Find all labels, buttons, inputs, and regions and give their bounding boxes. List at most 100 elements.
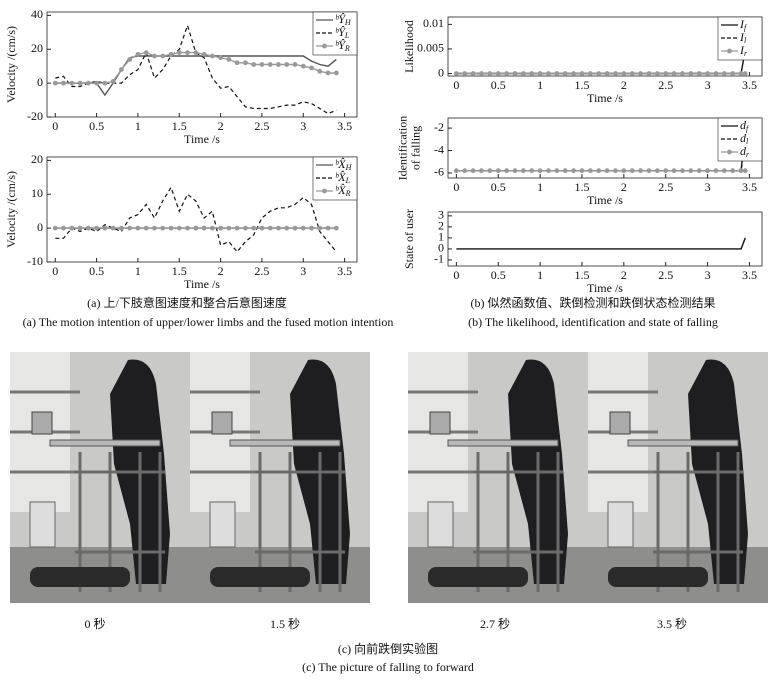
series-marker <box>234 60 240 66</box>
y-tick-label: -2 <box>434 120 444 134</box>
x-tick-label: 0.5 <box>491 268 506 282</box>
series-marker <box>267 62 273 67</box>
series-marker <box>61 225 66 231</box>
photo <box>188 350 372 605</box>
series-marker <box>160 225 166 231</box>
series-marker <box>176 225 182 231</box>
x-axis-label: Time /s <box>184 277 220 291</box>
series-marker <box>495 71 501 76</box>
caption: (a) The motion intention of upper/lower … <box>23 315 394 329</box>
series-marker <box>479 71 484 76</box>
series-marker <box>663 71 669 76</box>
legend-label: ᵇŶH <box>335 12 352 27</box>
x-tick-label: 2.5 <box>658 268 673 282</box>
series-marker <box>325 225 331 231</box>
x-tick-label: 0 <box>453 180 459 194</box>
series-marker <box>537 71 543 76</box>
series-marker <box>742 71 748 76</box>
series-marker <box>554 71 560 76</box>
x-tick-label: 0.5 <box>491 180 506 194</box>
series-marker <box>143 50 149 56</box>
y-tick-label: 0 <box>37 75 43 89</box>
x-tick-label: 2 <box>621 78 627 92</box>
series-marker <box>127 57 133 62</box>
series-marker <box>546 168 551 174</box>
series-marker <box>512 71 518 76</box>
x-axis-label: Time /s <box>587 281 623 295</box>
caption: (c) The picture of falling to forward <box>302 660 474 674</box>
x-tick-label: 2.5 <box>658 180 673 194</box>
series-line <box>456 130 746 172</box>
series-marker <box>276 62 281 67</box>
series-marker <box>61 80 66 86</box>
legend-label: dr <box>740 144 750 159</box>
x-tick-label: 3 <box>705 78 711 92</box>
series-marker <box>688 71 694 76</box>
y-axis-label: of falling <box>408 126 422 170</box>
series-marker <box>193 225 199 231</box>
series-marker <box>529 71 535 76</box>
series-marker <box>309 65 314 71</box>
legend-label: ᵇX̂L <box>335 170 351 185</box>
series-line <box>55 51 337 84</box>
series-marker <box>292 225 298 231</box>
y-tick-label: 0 <box>438 241 444 255</box>
series-marker <box>209 225 215 231</box>
series-marker <box>629 71 635 76</box>
series-marker <box>193 50 199 56</box>
caption: (b) 似然函数值、跌倒检测和跌倒状态检测结果 <box>471 295 716 310</box>
series-marker <box>504 71 510 76</box>
series-marker <box>77 225 83 231</box>
series-marker <box>152 225 157 231</box>
series-marker <box>243 225 248 231</box>
series-marker <box>705 168 710 174</box>
series-marker <box>259 225 265 231</box>
series-marker <box>688 168 694 174</box>
y-tick-label: 10 <box>31 186 43 200</box>
series-marker <box>135 225 141 231</box>
x-tick-label: 2.5 <box>254 119 269 133</box>
series-marker <box>596 168 602 174</box>
series-marker <box>512 168 518 174</box>
series-marker <box>579 71 585 76</box>
series-marker <box>160 53 166 59</box>
photo <box>8 350 192 605</box>
x-tick-label: 2 <box>621 268 627 282</box>
series-marker <box>504 168 510 174</box>
series-marker <box>176 50 182 56</box>
series-marker <box>713 168 719 174</box>
x-tick-label: 1.5 <box>172 264 187 278</box>
y-axis-label: Identification <box>395 116 409 181</box>
series-line <box>456 237 746 250</box>
series-marker <box>479 168 484 174</box>
series-marker <box>520 71 526 76</box>
series-marker <box>168 225 174 231</box>
series-marker <box>284 225 290 231</box>
x-tick-label: 3 <box>705 268 711 282</box>
series-marker <box>226 225 232 231</box>
series-marker <box>604 71 610 76</box>
x-tick-label: 0 <box>453 268 459 282</box>
series-marker <box>259 62 265 67</box>
y-axis-label: Velocity /(cm/s) <box>4 26 18 103</box>
y-tick-label: 0 <box>37 220 43 234</box>
x-tick-label: 1 <box>135 119 141 133</box>
series-marker <box>453 168 459 174</box>
legend-label: ᵇX̂R <box>335 183 351 198</box>
series-marker <box>495 168 501 174</box>
x-tick-label: 3.5 <box>742 268 757 282</box>
series-marker <box>554 168 560 174</box>
x-tick-label: 2 <box>218 264 224 278</box>
plot-frame <box>46 156 358 263</box>
x-tick-label: 0.5 <box>89 264 104 278</box>
series-marker <box>604 168 610 174</box>
series-marker <box>638 168 643 174</box>
series-marker <box>333 225 339 231</box>
y-tick-label: 1 <box>438 230 444 244</box>
series-marker <box>85 80 91 86</box>
x-tick-label: 3.5 <box>337 264 352 278</box>
series-marker <box>562 168 568 174</box>
x-tick-label: 0.5 <box>491 78 506 92</box>
series-marker <box>52 225 58 231</box>
y-tick-label: -1 <box>434 252 444 266</box>
